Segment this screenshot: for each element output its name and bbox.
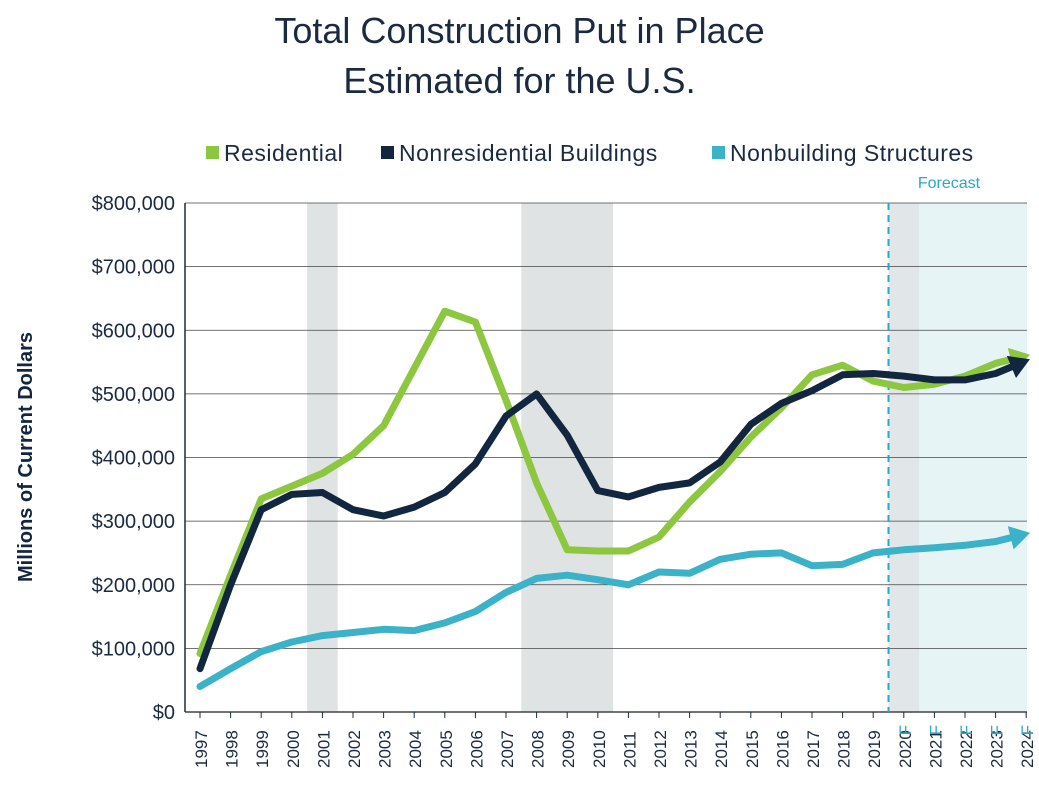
x-tick-label: 2019 <box>865 730 884 768</box>
y-tick-label: $100,000 <box>92 638 175 660</box>
x-tick-label: 2020 <box>896 730 915 768</box>
x-tick-label: 2000 <box>284 730 303 768</box>
series-arrowhead-1 <box>1006 355 1030 378</box>
x-tick-label: 2014 <box>712 730 731 768</box>
x-tick-label: 2016 <box>773 730 792 768</box>
x-tick-label: 2007 <box>498 730 517 768</box>
y-tick-label: $300,000 <box>92 511 175 533</box>
x-tick-label: 2002 <box>345 730 364 768</box>
y-tick-label: $800,000 <box>92 193 175 215</box>
y-tick-label: $500,000 <box>92 384 175 406</box>
x-tick-label: 2005 <box>437 730 456 768</box>
forecast-flag: F <box>957 725 976 735</box>
x-tick-label: 2008 <box>529 730 548 768</box>
legend-label-2: Nonbuilding Structures <box>730 140 974 166</box>
series-line-0 <box>196 307 1019 657</box>
x-tick-label: 2003 <box>376 730 395 768</box>
y-tick-label: $400,000 <box>92 448 175 470</box>
x-tick-label: 2012 <box>651 730 670 768</box>
x-tick-label: 2015 <box>743 730 762 768</box>
series-arrowhead-2 <box>1007 526 1031 550</box>
x-tick-label: 2001 <box>314 730 333 768</box>
y-tick-label: $200,000 <box>92 575 175 597</box>
forecast-flag: F <box>988 725 1007 735</box>
x-tick-label: 1998 <box>223 730 242 768</box>
x-tick-label: 2021 <box>926 730 945 768</box>
x-tick-label: 2023 <box>988 730 1007 768</box>
x-tick-label: 2024 <box>1018 730 1037 768</box>
x-tick-label: 2022 <box>957 730 976 768</box>
chart-title-line2: Estimated for the U.S. <box>343 60 696 101</box>
y-axis-title: Millions of Current Dollars <box>15 332 37 582</box>
x-tick-label: 2004 <box>406 730 425 768</box>
y-tick-label: $700,000 <box>92 257 175 279</box>
forecast-flag: F <box>926 725 945 735</box>
x-tick-label: 2010 <box>590 730 609 768</box>
y-tick-label: $0 <box>153 702 175 724</box>
x-tick-label: 2013 <box>682 730 701 768</box>
legend-label-1: Nonresidential Buildings <box>399 140 658 166</box>
forecast-label: Forecast <box>918 175 981 192</box>
x-tick-label: 2006 <box>467 730 486 768</box>
series-line-1 <box>196 361 1019 673</box>
x-tick-label: 2009 <box>559 730 578 768</box>
x-tick-label: 2018 <box>835 730 854 768</box>
x-tick-label: 2017 <box>804 730 823 768</box>
legend-label-0: Residential <box>224 140 343 166</box>
forecast-flag: F <box>896 725 915 735</box>
legend-swatch-1 <box>381 146 394 159</box>
x-tick-label: 2011 <box>620 731 639 768</box>
legend-swatch-0 <box>206 146 219 159</box>
y-tick-label: $600,000 <box>92 320 175 342</box>
chart-title-line1: Total Construction Put in Place <box>274 10 765 51</box>
x-tick-label: 1999 <box>253 730 272 768</box>
legend-swatch-2 <box>712 146 725 159</box>
x-tick-label: 1997 <box>192 730 211 768</box>
forecast-flag: F <box>1018 725 1037 735</box>
series-line-2 <box>196 533 1019 690</box>
